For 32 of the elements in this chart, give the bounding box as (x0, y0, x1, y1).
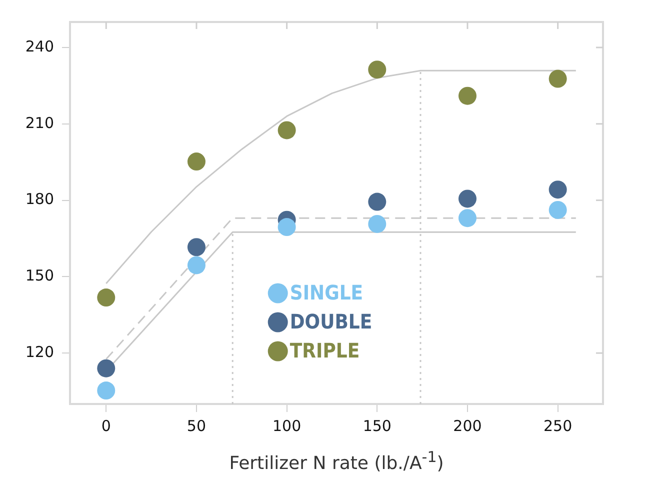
x-tick-label: 50 (186, 416, 206, 435)
x-tick-label: 100 (272, 416, 302, 435)
point (97, 382, 116, 400)
point (187, 152, 206, 171)
point (458, 190, 476, 208)
point (278, 121, 296, 140)
point (368, 60, 386, 79)
legend-label: DOUBLE (290, 309, 372, 334)
y-tick-label: 120 (25, 342, 54, 361)
x-tick-label: 150 (362, 416, 392, 435)
x-axis-title: Fertilizer N rate (lb./A$^{-1}$) (228, 448, 445, 474)
y-tick-label: 180 (25, 190, 54, 208)
y-tick-label: 240 (25, 37, 54, 56)
point (368, 192, 386, 211)
legend-label: SINGLE (290, 280, 364, 304)
point (187, 256, 206, 274)
x-tick-label: 200 (453, 416, 482, 435)
point (458, 86, 476, 105)
point (548, 180, 567, 199)
x-tick-label: 0 (101, 416, 111, 435)
point (368, 214, 386, 233)
point (97, 359, 116, 378)
point (548, 200, 567, 219)
y-tick-label: 150 (25, 266, 54, 285)
point (548, 70, 567, 88)
point (278, 218, 296, 236)
point (458, 209, 476, 228)
point (97, 288, 116, 307)
point (187, 238, 206, 256)
x-tick-label: 250 (544, 416, 572, 435)
y-tick-label: 210 (25, 114, 54, 132)
legend-label: TRIPLE (290, 338, 360, 362)
